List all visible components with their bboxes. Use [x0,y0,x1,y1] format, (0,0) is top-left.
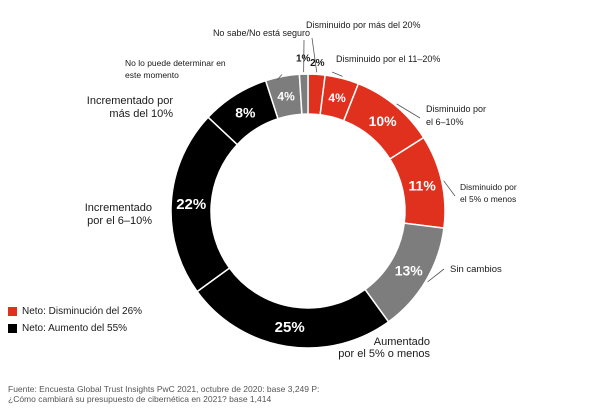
leader-line-4 [443,180,456,197]
slice-percent-label-9: 4% [277,89,295,103]
slice-percent-label-1: 2% [310,58,325,69]
category-label-4: Disminuido por el 5% o menos [460,182,517,204]
category-label-8: Incrementado por más del 10% [87,95,174,120]
category-label-2: Disminuido por el 11–20% [336,54,440,64]
legend-swatch-decrease [8,307,17,316]
leader-lines [276,37,456,283]
leader-line-5 [427,268,445,283]
donut-slice-6 [196,266,390,349]
leader-line-1 [311,37,318,73]
source-line-2: ¿Cómo cambiará su presupuesto de ciberné… [8,394,272,404]
donut-slices [170,73,446,349]
source-note: Fuente: Encuesta Global Trust Insights P… [8,384,319,404]
legend-item-increase: Neto: Aumento del 55% [8,323,127,334]
legend-item-decrease: Neto: Disminución del 26% [8,306,142,317]
leader-line-9 [276,74,283,81]
category-label-1: Disminuido por más del 20% [306,20,421,30]
slice-percent-label-5: 13% [395,263,424,279]
legend-label-decrease: Neto: Disminución del 26% [22,306,143,317]
slice-percent-labels: 2% 4% 10% 11% 13% 25% 22% 8% 4% 1% [176,54,436,336]
slice-percent-label-3: 10% [369,113,398,129]
slice-percent-label-6: 25% [275,319,305,336]
slice-percent-label-2: 4% [328,91,346,105]
donut-slice-10 [298,73,309,115]
category-label-5: Sin cambios [450,264,502,275]
category-label-3: Disminuido por el 6–10% [426,104,486,127]
category-label-6: Aumentado por el 5% o menos [338,336,430,360]
leader-line-2 [331,71,343,77]
leader-line-3 [396,103,421,119]
category-labels: Disminuido por más del 20% Disminuido por… [85,20,517,360]
category-label-10: No sabe/No está seguro [213,28,310,38]
slice-percent-label-8: 8% [235,104,256,120]
category-label-9: No lo puede determinar en este momento [125,58,226,80]
legend-swatch-increase [8,324,17,333]
slice-percent-label-10: 1% [296,54,311,65]
slice-percent-label-4: 11% [409,178,437,194]
slice-percent-label-7: 22% [176,196,206,213]
legend-label-increase: Neto: Aumento del 55% [22,323,128,334]
category-label-7: Incrementado por el 6–10% [85,202,152,227]
source-line-1: Fuente: Encuesta Global Trust Insights P… [8,384,320,394]
